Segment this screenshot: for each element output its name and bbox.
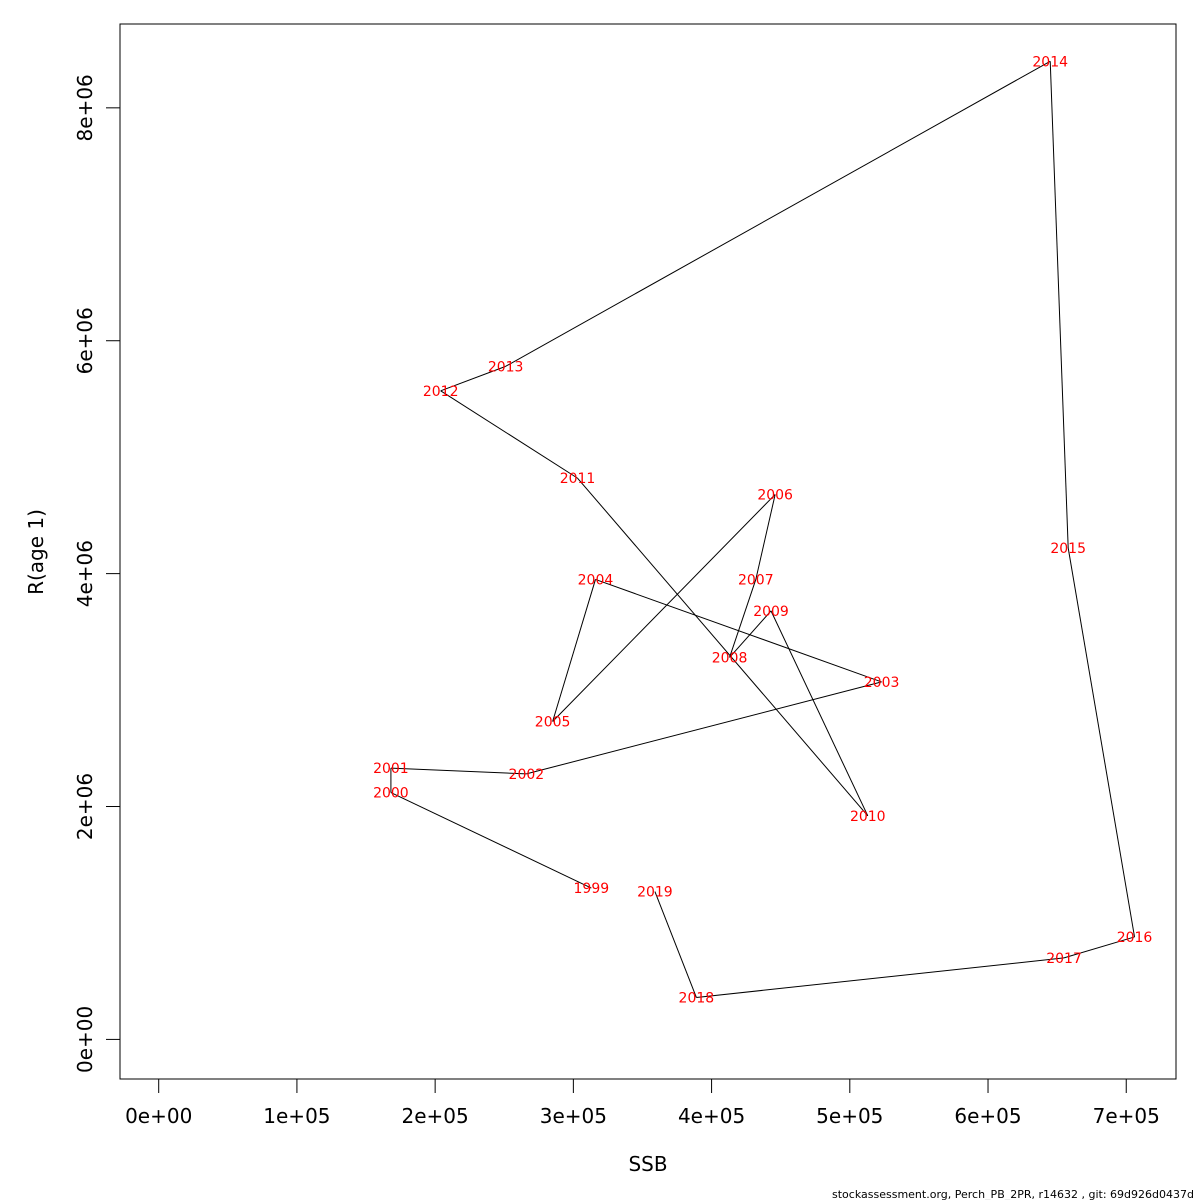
- y-tick-label: 4e+06: [73, 540, 97, 607]
- series-segment: [730, 579, 756, 657]
- point-label-2017: 2017: [1046, 951, 1082, 967]
- point-label-2003: 2003: [864, 675, 900, 691]
- y-axis-label: R(age 1): [24, 509, 48, 595]
- point-label-2011: 2011: [560, 471, 596, 487]
- point-label-2014: 2014: [1032, 54, 1068, 70]
- point-label-2009: 2009: [753, 604, 789, 620]
- point-label-2002: 2002: [509, 767, 545, 783]
- series-segment: [696, 958, 1064, 998]
- x-axis-label: SSB: [628, 1152, 667, 1176]
- x-tick-label: 7e+05: [1093, 1104, 1160, 1128]
- point-label-2012: 2012: [423, 384, 459, 400]
- series-segment: [578, 478, 868, 816]
- point-label-2013: 2013: [488, 359, 524, 375]
- series-segment: [655, 892, 696, 998]
- point-label-2007: 2007: [738, 572, 774, 588]
- point-label-2006: 2006: [757, 487, 793, 503]
- point-label-2008: 2008: [712, 650, 748, 666]
- series-line: [391, 61, 1135, 997]
- point-label-2001: 2001: [373, 761, 409, 777]
- series-segment: [506, 61, 1051, 366]
- y-tick-label: 0e+00: [73, 1006, 97, 1073]
- series-segment: [756, 494, 775, 579]
- series-segment: [553, 494, 776, 721]
- x-tick-label: 4e+05: [678, 1104, 745, 1128]
- series-segment: [526, 682, 881, 774]
- point-labels: 1999 2000 2001 2002 2003 2004 2005 2006 2007 2008…: [373, 54, 1152, 1006]
- point-label-2004: 2004: [578, 572, 614, 588]
- series-segment: [391, 793, 591, 888]
- y-tick-label: 2e+06: [73, 773, 97, 840]
- x-tick-label: 2e+05: [402, 1104, 469, 1128]
- x-tick-label: 3e+05: [540, 1104, 607, 1128]
- footer-text: stockassessment.org, Perch_PB_2PR, r1463…: [832, 1188, 1194, 1200]
- y-tick-label: 8e+06: [73, 74, 97, 141]
- x-tick-label: 6e+05: [954, 1104, 1021, 1128]
- series-segment: [771, 611, 868, 816]
- series-segment: [441, 391, 578, 478]
- point-label-2005: 2005: [535, 715, 571, 731]
- point-label-2018: 2018: [679, 990, 715, 1006]
- series-segment: [1068, 548, 1134, 937]
- plot-frame: [120, 24, 1176, 1079]
- point-label-2016: 2016: [1117, 930, 1153, 946]
- series-segment: [1050, 61, 1068, 548]
- point-label-1999: 1999: [574, 881, 610, 897]
- x-tick-label: 0e+00: [125, 1104, 192, 1128]
- point-label-2000: 2000: [373, 786, 409, 802]
- x-axis: 0e+00 1e+05 2e+05 3e+05 4e+05 5e+05 6e+05 7e+05: [125, 1079, 1160, 1128]
- y-tick-label: 6e+06: [73, 307, 97, 374]
- point-label-2010: 2010: [850, 809, 886, 825]
- x-tick-label: 1e+05: [263, 1104, 330, 1128]
- series-segment: [391, 768, 526, 774]
- point-label-2015: 2015: [1050, 541, 1086, 557]
- x-tick-label: 5e+05: [816, 1104, 883, 1128]
- point-label-2019: 2019: [637, 885, 673, 901]
- y-axis: 0e+00 2e+06 4e+06 6e+06 8e+06: [73, 74, 120, 1073]
